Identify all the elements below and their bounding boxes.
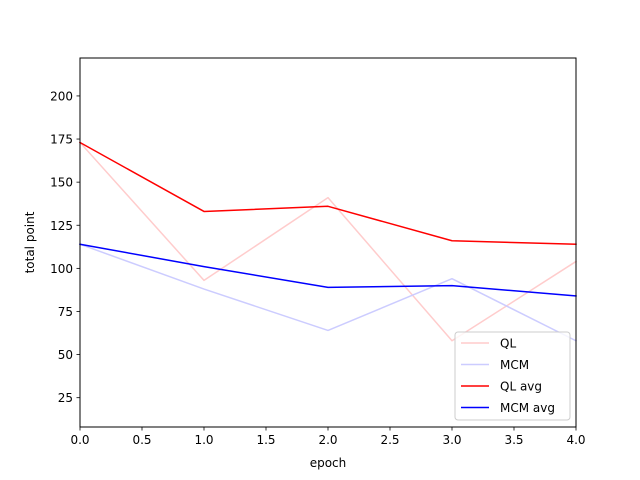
legend-label: QL avg: [500, 380, 542, 394]
series-line-mcm: [79, 243, 578, 342]
x-tick-label: 0.0: [70, 433, 89, 447]
x-tick-label: 1.0: [194, 433, 213, 447]
y-tick-label: 150: [50, 176, 73, 190]
x-tick-label: 3.5: [504, 433, 523, 447]
y-tick-label: 175: [50, 133, 73, 147]
y-tick-label: 100: [50, 262, 73, 276]
x-tick-label: 2.0: [318, 433, 337, 447]
y-tick-label: 200: [50, 89, 73, 103]
legend-label: QL: [500, 337, 516, 351]
x-axis: 0.0 0.5 1.0 1.5 2.0 2.5 3.0 3.5 4.0: [70, 427, 586, 447]
y-tick-label: 75: [58, 305, 73, 319]
y-tick-label: 125: [50, 219, 73, 233]
legend: QL MCM QL avg MCM avg: [454, 331, 571, 421]
y-axis-label: total point: [23, 211, 37, 273]
series-line-ql: [78, 141, 578, 342]
x-axis-label: epoch: [310, 456, 347, 470]
y-axis: 25 50 75 100 125 150 175 200: [50, 89, 80, 405]
x-tick-label: 3.0: [442, 433, 461, 447]
y-tick-label: 50: [58, 348, 73, 362]
x-tick-label: 4.0: [566, 433, 585, 447]
y-tick-label: 25: [58, 391, 73, 405]
legend-label: MCM avg: [500, 401, 555, 415]
series-lines-layer: [78, 141, 578, 342]
series-line-mcm-avg: [79, 243, 577, 297]
x-tick-label: 2.5: [380, 433, 399, 447]
x-tick-label: 1.5: [256, 433, 275, 447]
x-tick-label: 0.5: [132, 433, 151, 447]
legend-label: MCM: [500, 358, 529, 372]
series-line-ql-avg: [78, 141, 577, 245]
legend-box: [454, 331, 571, 421]
